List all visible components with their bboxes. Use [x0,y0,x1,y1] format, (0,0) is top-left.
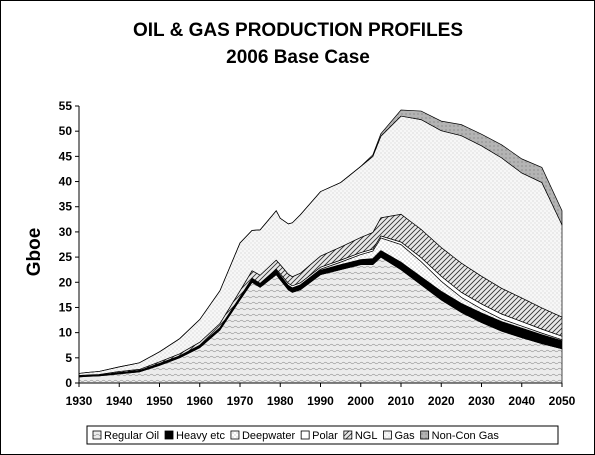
legend-item-deepwater: Deepwater [230,430,296,442]
legend-label: Regular Oil [104,430,159,442]
legend-swatch [300,430,310,440]
x-tick-label: 1990 [307,394,334,408]
y-axis-label: Gboe [24,228,45,277]
x-tick-label: 2030 [468,394,495,408]
y-tick-label: 45 [59,149,73,163]
x-tick-labels: 1930 1940 1950 1960 1970 1980 1990 2000 2010 2020… [66,394,576,408]
y-tick-labels: 0 5 10 15 20 25 30 35 40 45 50 55 [59,99,73,390]
area-layers [78,109,563,384]
x-tick-label: 1960 [186,394,213,408]
y-tick-label: 55 [59,99,73,113]
legend-label: Gas [394,430,415,442]
y-tick-label: 30 [59,225,73,239]
legend-label: Deepwater [242,430,296,442]
legend-item-polar: Polar [300,430,338,442]
legend-swatch [383,430,392,440]
y-tick-label: 50 [59,124,73,138]
y-tick-label: 35 [59,200,73,214]
legend: Regular Oil Heavy etc Deepwater Polar NGL Gas… [86,425,559,445]
legend-box [86,425,559,445]
legend-label: Heavy etc [176,430,225,442]
chart-title: OIL & GAS PRODUCTION PROFILES [133,20,463,41]
x-tick-label: 1940 [106,394,133,408]
x-tick-label: 1930 [66,394,93,408]
x-tick-label: 2000 [347,394,374,408]
y-tick-label: 20 [59,275,73,289]
legend-swatch [343,430,353,440]
x-tick-label: 1950 [146,394,173,408]
x-tick-label: 2040 [508,394,535,408]
y-tick-label: 10 [59,326,73,340]
x-tick-label: 1980 [267,394,294,408]
y-tick-label: 0 [65,376,72,390]
y-tick-label: 15 [59,300,73,314]
x-tick-label: 2010 [388,394,415,408]
legend-item-ngl: NGL [343,430,378,442]
legend-item-regular-oil: Regular Oil [92,430,159,442]
legend-swatch [230,430,240,440]
legend-item-heavy-etc: Heavy etc [164,430,225,442]
x-tick-label: 2050 [549,394,576,408]
y-tick-label: 25 [59,250,73,264]
legend-swatch [164,430,174,440]
chart-subtitle: 2006 Base Case [226,47,370,68]
legend-swatch [92,430,102,440]
axes [75,105,563,387]
legend-label: NGL [355,430,378,442]
legend-label: Non-Con Gas [432,430,500,442]
x-tick-label: 1970 [227,394,254,408]
legend-item-gas: Gas [383,430,415,442]
x-tick-label: 2020 [428,394,455,408]
y-tick-label: 40 [59,175,73,189]
y-tick-label: 5 [65,351,72,365]
legend-label: Polar [312,430,338,442]
area-non-con-gas [78,109,563,374]
legend-item-non-con-gas: Non-Con Gas [420,430,500,442]
legend-swatch [420,430,430,440]
